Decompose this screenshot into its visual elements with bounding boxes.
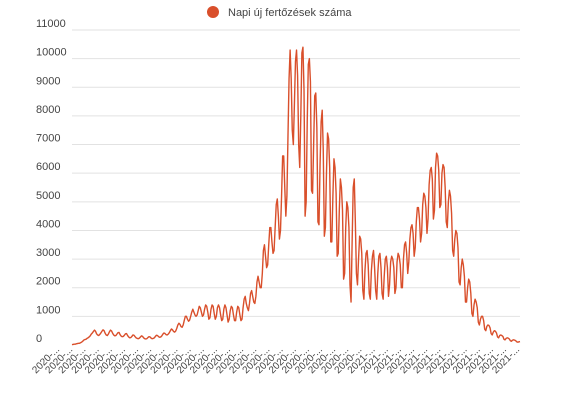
y-tick-label: 0: [36, 333, 42, 345]
y-tick-label: 3000: [36, 247, 60, 259]
y-tick-label: 11000: [36, 18, 66, 30]
y-tick-label: 8000: [36, 104, 60, 116]
legend: Napi új fertőzések száma: [207, 6, 352, 19]
grid-lines: [72, 29, 520, 317]
y-tick-label: 5000: [36, 190, 60, 202]
y-tick-label: 7000: [36, 133, 60, 145]
series-line-napi-uj-fertozesek: [71, 46, 521, 346]
y-tick-label: 1000: [36, 304, 60, 316]
y-axis-ticks: 0 1000 2000 3000 4000 5000 6000 7000 8000 9000 100…: [36, 18, 67, 345]
y-tick-label: 2000: [36, 276, 60, 288]
x-axis-ticks: 2020-...2020-...2020-...2020-...2020-...…: [30, 344, 522, 376]
y-tick-label: 6000: [36, 161, 60, 173]
y-tick-label: 9000: [36, 75, 60, 87]
y-tick-label: 4000: [36, 218, 60, 230]
series-group: [71, 46, 521, 346]
y-tick-label: 10000: [36, 47, 67, 59]
legend-swatch: [207, 6, 219, 18]
legend-label: Napi új fertőzések száma: [228, 7, 352, 19]
